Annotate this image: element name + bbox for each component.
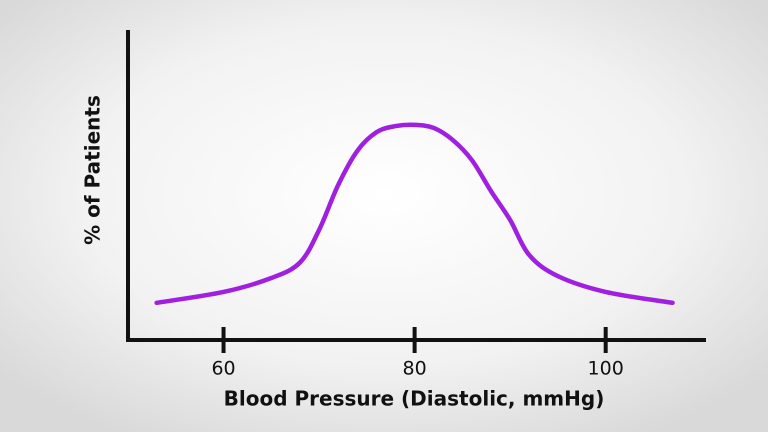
x-tick-label: 60 bbox=[211, 358, 235, 380]
y-axis-label: % of Patients bbox=[81, 95, 105, 245]
curve bbox=[154, 122, 675, 306]
x-axis-label: Blood Pressure (Diastolic, mmHg) bbox=[224, 387, 605, 411]
x-tick-label: 100 bbox=[588, 358, 624, 380]
x-tick-label: 80 bbox=[403, 358, 427, 380]
